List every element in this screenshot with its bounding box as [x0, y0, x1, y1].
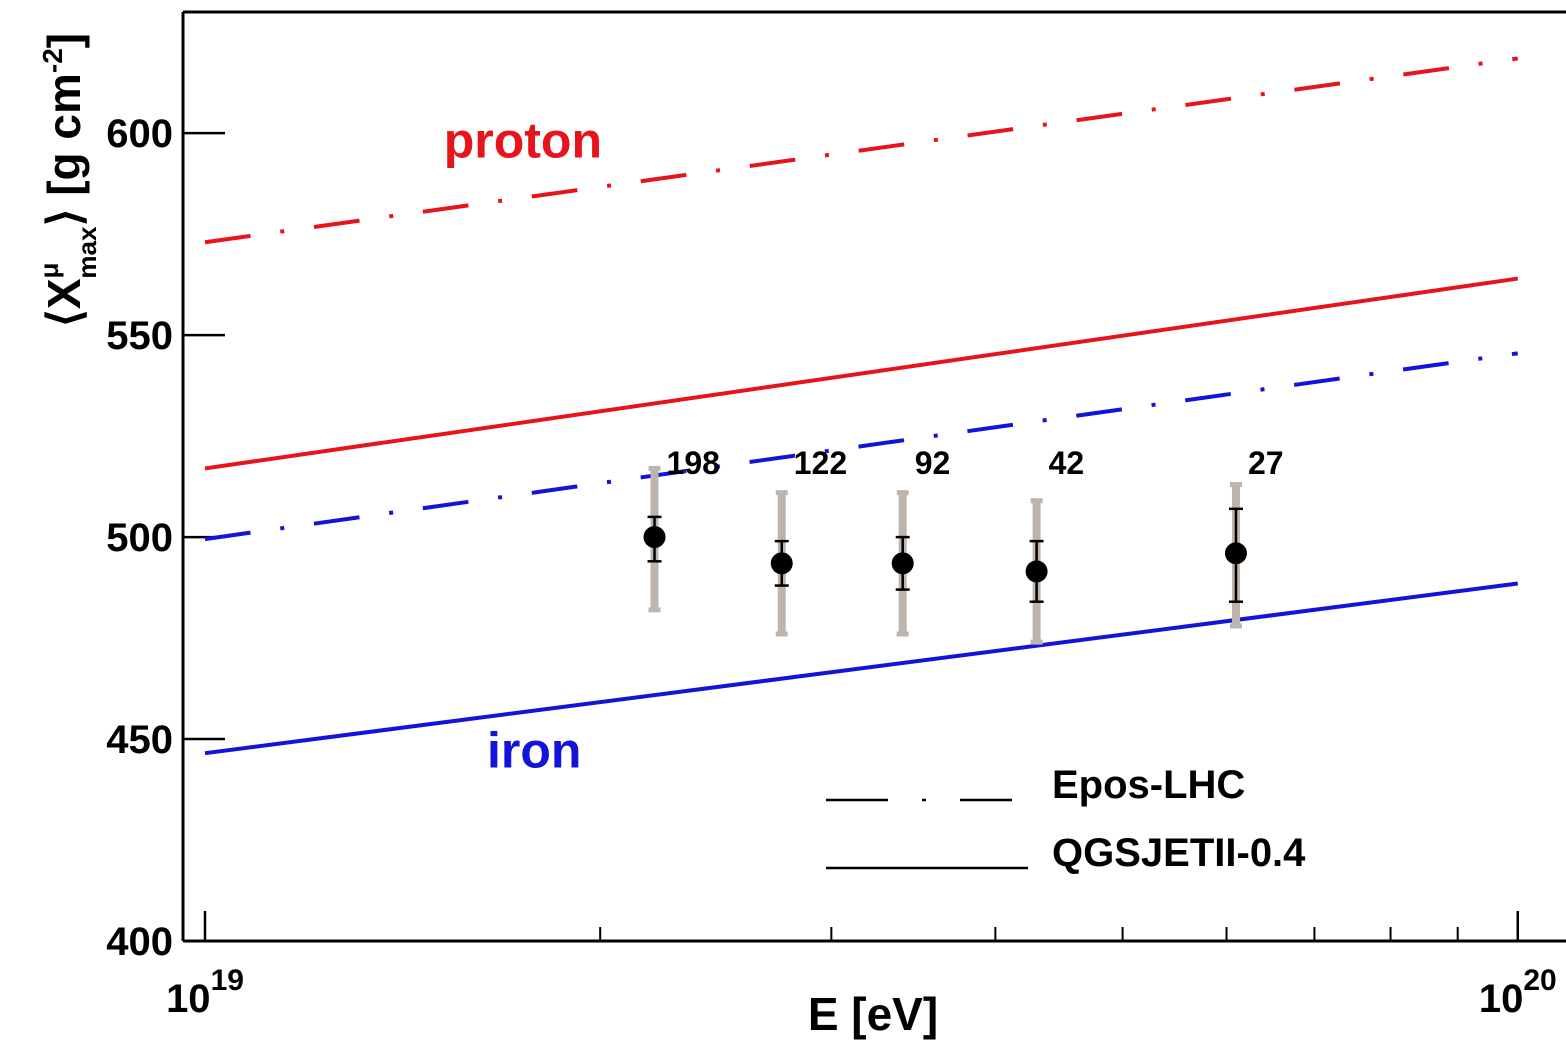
data-points: 198 122 92 42 27	[643, 445, 1284, 645]
model-lines	[204, 56, 1519, 756]
y-axis-title-unit-exponent: -2	[37, 48, 68, 73]
data-point-marker	[1224, 542, 1247, 565]
iron-label: iron	[487, 722, 581, 778]
y-tick-label: 550	[106, 314, 173, 358]
y-axis-ticks: 400 450 500 550 600	[106, 112, 225, 964]
x-tick-label-base: 10	[166, 977, 211, 1021]
y-axis-title-subscript: max	[72, 226, 102, 279]
data-point-marker	[891, 552, 914, 575]
proton-label: proton	[444, 112, 602, 168]
data-point-marker	[1025, 560, 1048, 583]
x-tick-label: 1019	[166, 964, 244, 1021]
legend: Epos-LHC QGSJETII-0.4	[826, 763, 1306, 875]
event-count-label: 198	[667, 445, 720, 481]
x-axis-ticks: 1019 1020	[166, 911, 1557, 1021]
y-axis-title: ⟨Xμ max⟩ [g cm-2]	[34, 33, 102, 327]
y-axis-title-symbol: X	[38, 278, 90, 309]
y-axis-title-unit: [g cm	[38, 73, 90, 208]
x-axis-title: E [eV]	[808, 988, 938, 1040]
y-tick-label: 450	[106, 718, 173, 762]
y-tick-label: 400	[106, 920, 173, 964]
y-axis-title-bracket-close: ⟩	[38, 209, 90, 227]
event-count-label: 122	[794, 445, 847, 481]
minor-ticks	[599, 927, 1459, 941]
iron-epos-lhc-line	[204, 351, 1519, 542]
x-tick-label-base: 10	[1479, 977, 1524, 1021]
x-tick-label: 1020	[1479, 964, 1557, 1021]
iron-qgsjetii-0-4-line	[204, 581, 1519, 756]
x-tick-label-exponent: 20	[1523, 964, 1556, 997]
legend-label-1: Epos-LHC	[1052, 763, 1245, 807]
data-point-marker	[643, 526, 666, 549]
y-tick-label: 600	[106, 112, 173, 156]
proton-epos-lhc-line	[204, 56, 1519, 245]
y-tick-label: 500	[106, 516, 173, 560]
series-annotations: proton iron	[444, 112, 602, 778]
event-count-label: 42	[1049, 445, 1085, 481]
y-axis-title-unit-close: ]	[38, 33, 90, 48]
legend-label-2: QGSJETII-0.4	[1052, 831, 1306, 875]
proton-qgsjetii-0-4-line	[204, 276, 1519, 471]
plot-frame	[181, 10, 1566, 943]
x-tick-label-exponent: 19	[211, 964, 244, 997]
y-axis-title-superscript: μ	[34, 263, 64, 279]
data-point-marker	[770, 552, 793, 575]
event-count-label: 27	[1248, 445, 1284, 481]
event-count-label: 92	[915, 445, 951, 481]
y-axis-title-bracket-open: ⟨	[38, 309, 90, 327]
